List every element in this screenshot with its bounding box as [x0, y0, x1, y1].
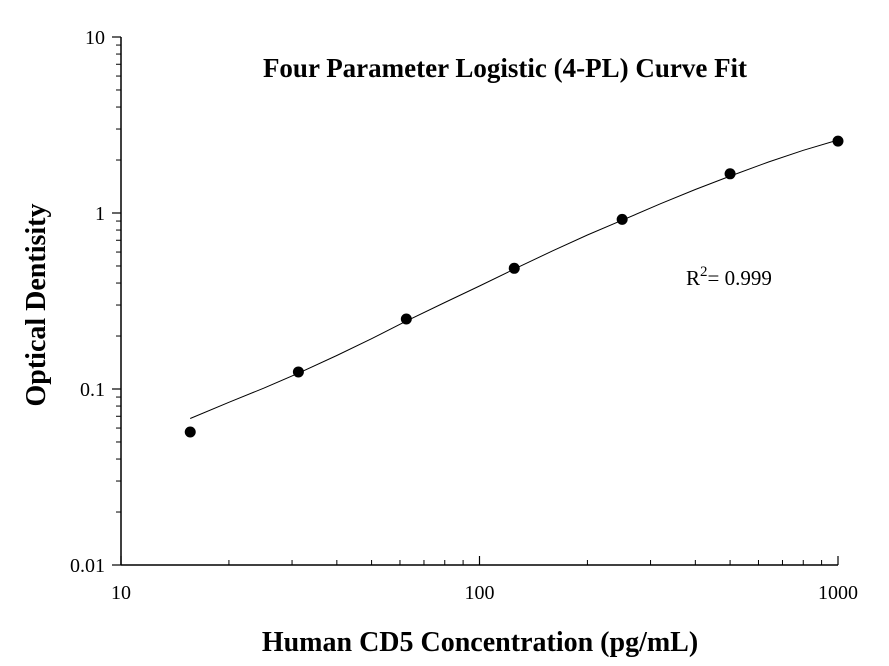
- axes: [120, 37, 838, 566]
- x-tick-label: 100: [465, 582, 495, 604]
- data-point: [508, 262, 520, 274]
- r-squared-value: = 0.999: [708, 266, 772, 290]
- data-point: [292, 366, 304, 378]
- data-point: [724, 168, 736, 180]
- x-axis-title: Human CD5 Concentration (pg/mL): [262, 627, 698, 658]
- x-tick-label: 10: [111, 582, 131, 604]
- data-point: [832, 135, 844, 147]
- r-squared-exponent: 2: [700, 264, 708, 280]
- data-point: [184, 426, 196, 438]
- r-squared-base: R: [686, 266, 700, 290]
- tick-labels: 0.01 0.1 1 10 10 100 1000: [70, 27, 858, 604]
- tick-marks: [112, 36, 839, 566]
- y-tick-label: 1: [95, 203, 105, 225]
- y-tick-label: 10: [85, 27, 105, 49]
- r-squared-annotation: R2= 0.999: [686, 264, 772, 290]
- y-tick-label: 0.01: [70, 555, 105, 577]
- data-points: [184, 135, 844, 438]
- data-point: [616, 213, 628, 225]
- x-tick-label: 1000: [818, 582, 858, 604]
- y-tick-label: 0.1: [80, 379, 105, 401]
- y-axis-title: Optical Dentisity: [21, 204, 52, 407]
- data-point: [400, 313, 412, 325]
- chart-title: Four Parameter Logistic (4-PL) Curve Fit: [263, 53, 747, 83]
